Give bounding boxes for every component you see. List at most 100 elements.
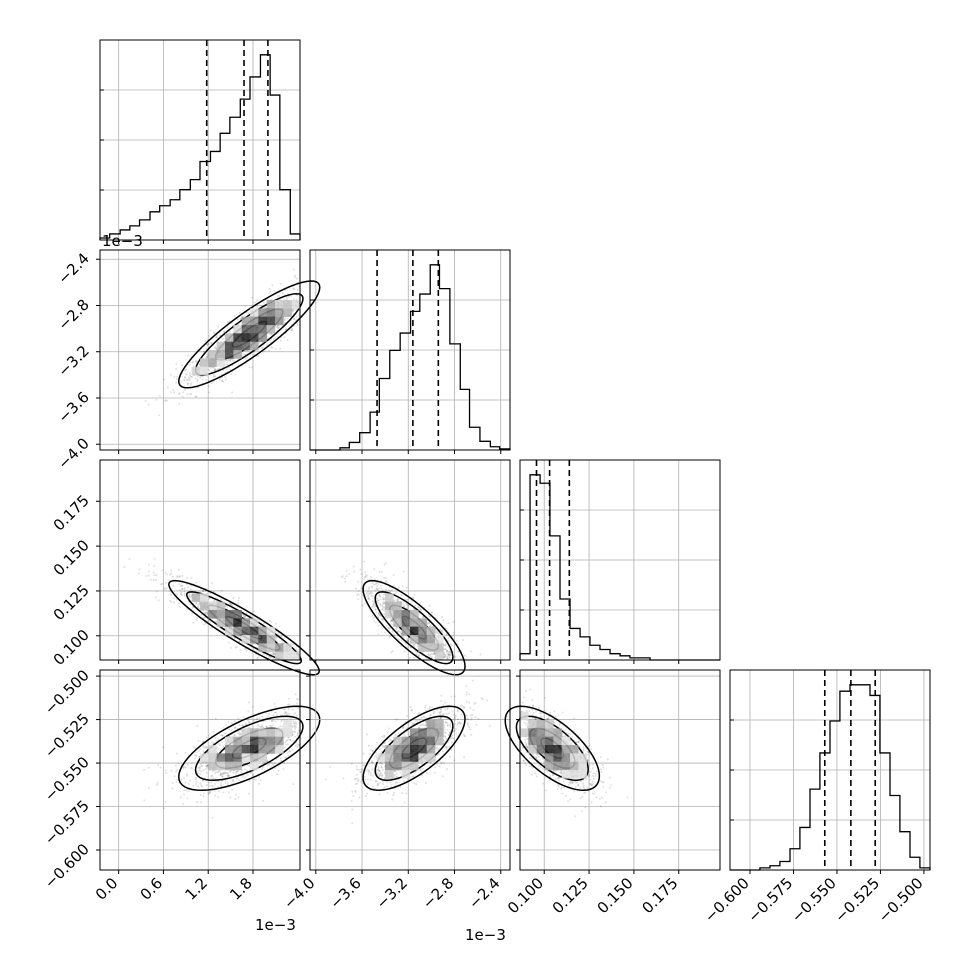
sample-point <box>271 762 273 764</box>
sample-point <box>288 698 290 700</box>
density-cell <box>258 308 267 317</box>
sample-point <box>156 574 158 576</box>
hist-bar <box>280 190 290 240</box>
sample-point <box>274 762 276 764</box>
sample-point <box>195 360 197 362</box>
sample-point <box>370 576 372 578</box>
density-cell <box>233 753 242 762</box>
hist-bar <box>460 389 469 450</box>
density-cell <box>267 325 276 334</box>
sample-point <box>377 602 379 604</box>
sample-point <box>201 785 203 787</box>
sample-point <box>272 715 274 717</box>
sample-point <box>167 386 169 388</box>
sample-point <box>277 718 279 720</box>
sample-point <box>419 602 421 604</box>
sample-point <box>200 614 202 616</box>
sample-point <box>200 763 202 765</box>
sample-point <box>172 576 174 578</box>
sample-point <box>271 720 273 722</box>
sample-point <box>208 386 210 388</box>
density-cell <box>283 652 292 661</box>
sample-point <box>383 602 385 604</box>
sample-point <box>416 652 418 654</box>
sample-point <box>382 598 384 600</box>
sample-point <box>248 701 250 703</box>
sample-point <box>385 580 387 582</box>
sample-point <box>203 624 205 626</box>
hist-bar <box>420 294 430 450</box>
sample-point <box>444 644 446 646</box>
hist-bar <box>160 206 170 240</box>
sample-point <box>357 598 359 600</box>
hist-bar <box>480 441 490 450</box>
sample-point <box>431 611 433 613</box>
sample-point <box>189 379 191 381</box>
sample-point <box>429 624 431 626</box>
sample-point <box>445 651 447 653</box>
hist-bar <box>370 412 379 450</box>
sample-point <box>260 779 262 781</box>
sample-point <box>224 376 226 378</box>
density-cell <box>250 753 259 762</box>
hist-bar <box>349 442 359 450</box>
density-cell <box>402 610 411 619</box>
sample-point <box>359 569 361 571</box>
sample-point <box>161 569 163 571</box>
density-cell <box>192 593 201 602</box>
density-cell <box>258 753 267 762</box>
sample-point <box>178 403 180 405</box>
sample-point <box>170 593 172 595</box>
sample-point <box>406 587 408 589</box>
density-cell <box>225 753 234 762</box>
sample-point <box>390 619 392 621</box>
sample-point <box>182 767 184 769</box>
sample-point <box>211 742 213 744</box>
sample-point <box>360 573 362 575</box>
sample-point <box>181 594 183 596</box>
sample-point <box>215 718 217 720</box>
sample-point <box>358 590 360 592</box>
density-cell <box>267 728 276 737</box>
sample-point <box>181 575 183 577</box>
sample-point <box>292 734 294 736</box>
sample-point <box>190 577 192 579</box>
sample-point <box>464 655 466 657</box>
sample-point <box>414 594 416 596</box>
density-cell <box>233 610 242 619</box>
sample-point <box>190 382 192 384</box>
sample-point <box>205 623 207 625</box>
sample-point <box>212 731 214 733</box>
sample-point <box>172 389 174 391</box>
density-cell <box>267 300 276 309</box>
density-cell <box>385 602 394 611</box>
sample-point <box>169 600 171 602</box>
sample-point <box>253 648 255 650</box>
sample-point <box>293 720 295 722</box>
sample-point <box>195 752 197 754</box>
sample-point <box>273 703 275 705</box>
density-cell <box>200 358 209 367</box>
sample-point <box>447 640 449 642</box>
sample-point <box>451 644 453 646</box>
sample-point <box>169 590 171 592</box>
sample-point <box>190 393 192 395</box>
sample-point <box>227 782 229 784</box>
sample-point <box>238 733 240 735</box>
sample-point <box>210 781 212 783</box>
hist-bar <box>770 866 780 870</box>
sample-point <box>237 718 239 720</box>
sample-point <box>296 316 298 318</box>
hist-bar <box>290 234 300 240</box>
sample-point <box>393 574 395 576</box>
sample-point <box>288 717 290 719</box>
sample-point <box>270 725 272 727</box>
hist-bar <box>250 77 260 240</box>
sample-point <box>223 330 225 332</box>
density-cell <box>258 325 267 334</box>
sample-point <box>210 627 212 629</box>
density-cell <box>225 627 234 636</box>
density-cell <box>250 627 259 636</box>
sample-point <box>225 379 227 381</box>
sample-point <box>406 599 408 601</box>
